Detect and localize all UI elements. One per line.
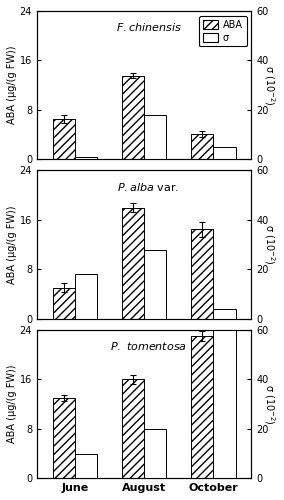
Bar xyxy=(191,229,213,318)
Bar xyxy=(213,309,235,318)
Y-axis label: σ (10$^{-2}$): σ (10$^{-2}$) xyxy=(262,224,277,265)
Bar xyxy=(191,134,213,159)
Bar xyxy=(53,119,75,159)
Bar xyxy=(75,156,97,159)
Bar xyxy=(213,330,235,478)
Bar xyxy=(144,429,166,478)
Bar xyxy=(122,208,144,318)
Bar xyxy=(75,454,97,478)
Bar xyxy=(53,288,75,318)
Bar xyxy=(122,380,144,478)
Y-axis label: ABA (μg/(g FW)): ABA (μg/(g FW)) xyxy=(7,206,17,284)
Bar xyxy=(213,147,235,159)
Text: $\it{F.chinensis}$: $\it{F.chinensis}$ xyxy=(116,22,181,34)
Bar xyxy=(122,76,144,159)
Y-axis label: ABA (μg/(g FW)): ABA (μg/(g FW)) xyxy=(7,46,17,124)
Bar xyxy=(144,250,166,318)
Y-axis label: σ (10$^{-2}$): σ (10$^{-2}$) xyxy=(262,64,277,106)
Y-axis label: ABA (μg/(g FW)): ABA (μg/(g FW)) xyxy=(7,365,17,444)
Text: $\it{P.alba}$ var.: $\it{P.alba}$ var. xyxy=(118,181,179,193)
Bar xyxy=(191,336,213,478)
Y-axis label: σ (10$^{-2}$): σ (10$^{-2}$) xyxy=(262,384,277,424)
Bar xyxy=(75,274,97,318)
Legend: ABA, σ: ABA, σ xyxy=(199,16,247,46)
Text: $\it{P.\ tomentosa}$: $\it{P.\ tomentosa}$ xyxy=(110,340,187,352)
Bar xyxy=(53,398,75,478)
Bar xyxy=(144,114,166,159)
